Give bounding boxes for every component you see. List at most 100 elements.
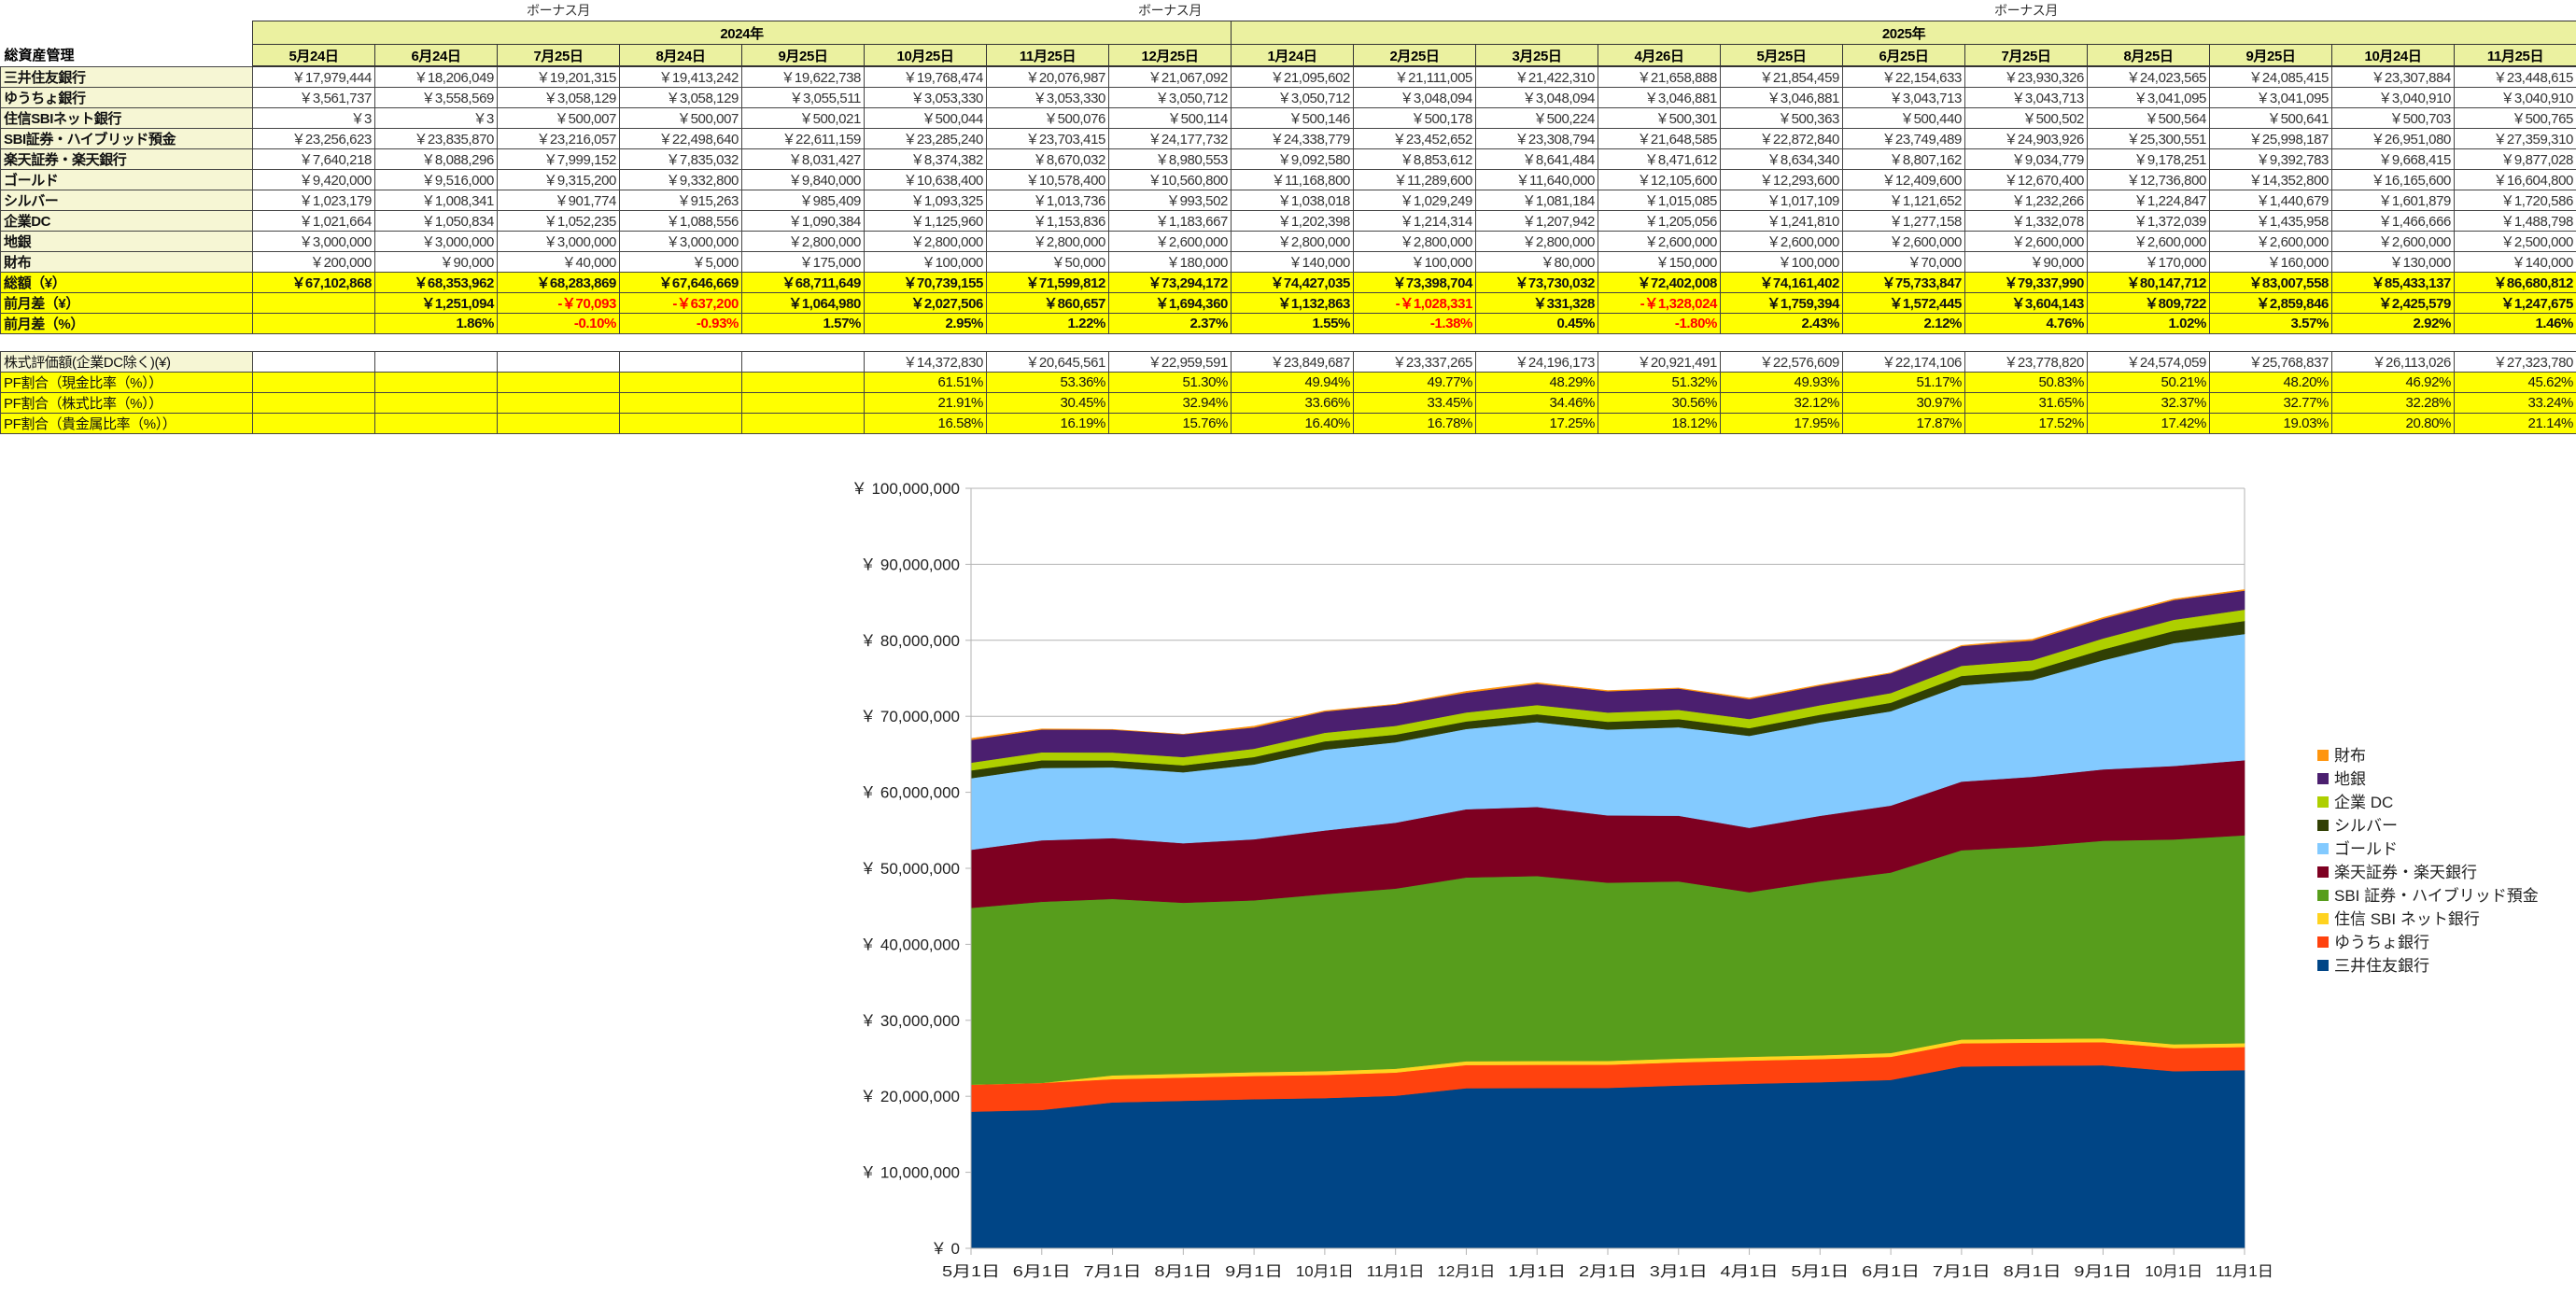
value-cell[interactable]: ￥1,132,863 (1231, 292, 1354, 314)
value-cell[interactable] (252, 413, 375, 434)
value-cell[interactable]: ￥9,034,779 (1964, 148, 2088, 170)
value-cell[interactable] (497, 413, 620, 434)
value-cell[interactable]: ￥10,560,800 (1108, 169, 1232, 190)
value-cell[interactable]: ￥809,722 (2087, 292, 2210, 314)
value-cell[interactable]: ￥22,872,840 (1720, 128, 1843, 149)
value-cell[interactable]: ￥1,332,078 (1964, 210, 2088, 232)
value-cell[interactable]: ￥2,500,000 (2454, 231, 2576, 252)
value-cell[interactable]: ￥1,720,586 (2454, 190, 2576, 211)
value-cell[interactable]: 21.14% (2454, 413, 2576, 434)
value-cell[interactable]: ￥21,067,092 (1108, 65, 1232, 88)
value-cell[interactable]: ￥8,634,340 (1720, 148, 1843, 170)
row-label[interactable]: 地銀 (0, 231, 253, 252)
value-cell[interactable]: 32.12% (1720, 392, 1843, 414)
value-cell[interactable]: ￥19,768,474 (864, 65, 987, 88)
value-cell[interactable]: ￥331,328 (1475, 292, 1598, 314)
value-cell[interactable]: ￥70,000 (1842, 251, 1965, 273)
value-cell[interactable]: ￥3,000,000 (619, 231, 742, 252)
value-cell[interactable]: ￥67,102,868 (252, 272, 375, 293)
value-cell[interactable]: ￥20,921,491 (1598, 351, 1721, 373)
value-cell[interactable]: ￥19,622,738 (741, 65, 865, 88)
value-cell[interactable]: ￥24,574,059 (2087, 351, 2210, 373)
value-cell[interactable]: 32.77% (2209, 392, 2332, 414)
value-cell[interactable]: ￥3,053,330 (864, 87, 987, 108)
value-cell[interactable]: ￥67,646,669 (619, 272, 742, 293)
value-cell[interactable]: ￥12,670,400 (1964, 169, 2088, 190)
value-cell[interactable]: 2.12% (1842, 313, 1965, 334)
value-cell[interactable]: ￥23,749,489 (1842, 128, 1965, 149)
value-cell[interactable]: ￥23,703,415 (986, 128, 1109, 149)
value-cell[interactable]: ￥7,835,032 (619, 148, 742, 170)
value-cell[interactable]: ￥150,000 (1598, 251, 1721, 273)
value-cell[interactable]: ￥500,146 (1231, 107, 1354, 129)
value-cell[interactable]: ￥27,359,310 (2454, 128, 2576, 149)
value-cell[interactable]: ￥3,561,737 (252, 87, 375, 108)
value-cell[interactable]: 34.46% (1475, 392, 1598, 414)
value-cell[interactable]: 32.37% (2087, 392, 2210, 414)
value-cell[interactable]: 30.97% (1842, 392, 1965, 414)
value-cell[interactable]: ￥9,315,200 (497, 169, 620, 190)
value-cell[interactable]: ￥16,604,800 (2454, 169, 2576, 190)
value-cell[interactable]: ￥23,452,652 (1353, 128, 1476, 149)
value-cell[interactable]: ￥5,000 (619, 251, 742, 273)
value-cell[interactable]: 30.56% (1598, 392, 1721, 414)
value-cell[interactable]: ￥74,161,402 (1720, 272, 1843, 293)
value-cell[interactable]: ￥1,440,679 (2209, 190, 2332, 211)
value-cell[interactable]: 16.19% (986, 413, 1109, 434)
value-cell[interactable]: ￥23,285,240 (864, 128, 987, 149)
value-cell[interactable]: 17.87% (1842, 413, 1965, 434)
value-cell[interactable]: 19.03% (2209, 413, 2332, 434)
value-cell[interactable]: ￥1,125,960 (864, 210, 987, 232)
value-cell[interactable]: ￥17,979,444 (252, 65, 375, 88)
value-cell[interactable]: ￥24,338,779 (1231, 128, 1354, 149)
value-cell[interactable]: ￥24,196,173 (1475, 351, 1598, 373)
value-cell[interactable]: ￥2,800,000 (741, 231, 865, 252)
row-label[interactable]: ゴールド (0, 169, 253, 190)
value-cell[interactable]: ￥9,178,251 (2087, 148, 2210, 170)
value-cell[interactable]: ￥11,640,000 (1475, 169, 1598, 190)
value-cell[interactable]: ￥21,648,585 (1598, 128, 1721, 149)
value-cell[interactable]: ￥500,114 (1108, 107, 1232, 129)
value-cell[interactable]: ￥3,046,881 (1720, 87, 1843, 108)
value-cell[interactable]: ￥90,000 (1964, 251, 2088, 273)
value-cell[interactable]: -0.10% (497, 313, 620, 334)
value-cell[interactable]: ￥7,999,152 (497, 148, 620, 170)
value-cell[interactable]: 17.52% (1964, 413, 2088, 434)
value-cell[interactable]: ￥12,105,600 (1598, 169, 1721, 190)
value-cell[interactable]: ￥72,402,008 (1598, 272, 1721, 293)
value-cell[interactable]: ￥3,053,330 (986, 87, 1109, 108)
value-cell[interactable]: ￥10,638,400 (864, 169, 987, 190)
value-cell[interactable]: 18.12% (1598, 413, 1721, 434)
value-cell[interactable]: ￥1,232,266 (1964, 190, 2088, 211)
value-cell[interactable]: ￥10,578,400 (986, 169, 1109, 190)
value-cell[interactable]: ￥1,017,109 (1720, 190, 1843, 211)
value-cell[interactable]: 61.51% (864, 372, 987, 393)
value-cell[interactable]: ￥79,337,990 (1964, 272, 2088, 293)
value-cell[interactable]: ￥3,000,000 (497, 231, 620, 252)
value-cell[interactable]: ￥25,300,551 (2087, 128, 2210, 149)
value-cell[interactable] (619, 372, 742, 393)
value-cell[interactable]: ￥3,558,569 (374, 87, 498, 108)
value-cell[interactable]: ￥8,088,296 (374, 148, 498, 170)
value-cell[interactable]: ￥1,572,445 (1842, 292, 1965, 314)
value-cell[interactable]: ￥23,448,615 (2454, 65, 2576, 88)
value-cell[interactable]: ￥24,085,415 (2209, 65, 2332, 88)
value-cell[interactable]: ￥2,600,000 (2331, 231, 2455, 252)
value-cell[interactable]: ￥3,048,094 (1475, 87, 1598, 108)
value-cell[interactable]: -￥637,200 (619, 292, 742, 314)
value-cell[interactable]: ￥2,425,579 (2331, 292, 2455, 314)
value-cell[interactable]: ￥23,835,870 (374, 128, 498, 149)
value-cell[interactable]: ￥8,641,484 (1475, 148, 1598, 170)
value-cell[interactable]: 51.32% (1598, 372, 1721, 393)
value-cell[interactable]: ￥3 (374, 107, 498, 129)
value-cell[interactable]: ￥500,703 (2331, 107, 2455, 129)
value-cell[interactable]: ￥1,466,666 (2331, 210, 2455, 232)
value-cell[interactable]: ￥75,733,847 (1842, 272, 1965, 293)
value-cell[interactable]: ￥3,046,881 (1598, 87, 1721, 108)
value-cell[interactable]: ￥1,488,798 (2454, 210, 2576, 232)
value-cell[interactable]: 32.94% (1108, 392, 1232, 414)
value-cell[interactable]: ￥500,363 (1720, 107, 1843, 129)
value-cell[interactable]: 16.58% (864, 413, 987, 434)
value-cell[interactable]: ￥1,050,834 (374, 210, 498, 232)
value-cell[interactable]: 53.36% (986, 372, 1109, 393)
